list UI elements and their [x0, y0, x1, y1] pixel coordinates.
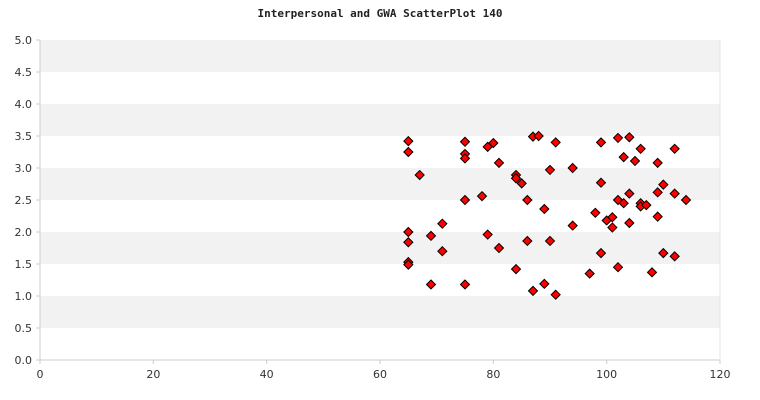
- x-axis-ticks: 0 20 40 60 80 100 120: [37, 360, 731, 381]
- data-point: [522, 235, 533, 247]
- grid-band: [40, 40, 720, 72]
- x-tick-label: 80: [486, 368, 500, 381]
- data-point: [488, 137, 499, 149]
- data-point: [522, 194, 533, 206]
- data-point: [652, 187, 663, 198]
- y-tick-label: 3.0: [15, 162, 33, 175]
- data-point: [493, 242, 505, 254]
- data-point: [595, 137, 607, 148]
- x-tick-label: 60: [373, 368, 387, 381]
- y-tick-label: 1.5: [15, 258, 33, 271]
- data-point: [629, 155, 641, 167]
- data-point: [550, 289, 561, 300]
- data-point: [510, 263, 522, 275]
- data-point: [635, 143, 646, 155]
- data-point: [595, 177, 607, 188]
- data-point: [680, 194, 692, 206]
- data-point: [612, 132, 624, 144]
- y-tick-label: 2.5: [15, 194, 33, 207]
- data-point: [482, 229, 493, 240]
- data-point: [567, 220, 578, 231]
- y-tick-label: 4.0: [15, 98, 33, 111]
- data-point: [403, 146, 414, 158]
- data-point: [533, 130, 544, 142]
- data-point: [403, 259, 414, 270]
- data-point: [493, 157, 505, 169]
- data-point: [669, 143, 680, 155]
- data-point: [403, 135, 414, 147]
- data-point: [539, 203, 550, 215]
- grid-bands: [40, 40, 720, 360]
- data-point: [459, 194, 471, 206]
- data-point: [646, 267, 658, 278]
- y-tick-label: 0.0: [15, 354, 33, 367]
- data-point: [527, 285, 539, 297]
- data-point: [624, 188, 635, 199]
- data-point: [476, 190, 488, 202]
- x-tick-label: 20: [146, 368, 160, 381]
- grid-band: [40, 296, 720, 328]
- data-point: [403, 237, 414, 248]
- data-point: [669, 188, 680, 199]
- data-point: [652, 157, 663, 169]
- grid-band: [40, 104, 720, 136]
- data-point: [550, 137, 561, 148]
- data-point: [669, 251, 680, 262]
- grid-band: [40, 72, 720, 104]
- grid-band: [40, 232, 720, 264]
- grid-band: [40, 264, 720, 296]
- data-point: [607, 212, 618, 223]
- data-point: [641, 199, 652, 211]
- data-point: [595, 247, 607, 259]
- data-point: [403, 226, 414, 238]
- data-point: [459, 136, 471, 147]
- chart-title: Interpersonal and GWA ScatterPlot 140: [257, 7, 502, 20]
- data-points: [403, 130, 692, 300]
- y-tick-label: 1.0: [15, 290, 33, 303]
- data-point: [544, 164, 556, 176]
- data-point: [414, 169, 425, 181]
- data-point: [658, 247, 669, 259]
- data-point: [567, 162, 578, 174]
- grid-band: [40, 136, 720, 168]
- data-point: [459, 279, 471, 290]
- data-point: [437, 245, 448, 257]
- x-tick-label: 0: [37, 368, 44, 381]
- data-point: [544, 235, 556, 247]
- data-point: [459, 153, 471, 164]
- data-point: [516, 178, 527, 189]
- data-point: [618, 151, 629, 163]
- y-tick-label: 0.5: [15, 322, 33, 335]
- data-point: [539, 278, 550, 290]
- grid-band: [40, 328, 720, 360]
- data-point: [652, 211, 663, 222]
- x-tick-label: 40: [260, 368, 274, 381]
- y-tick-label: 5.0: [15, 34, 33, 47]
- data-point: [510, 173, 522, 184]
- data-point: [584, 268, 595, 279]
- data-point: [590, 207, 601, 219]
- data-point: [425, 230, 437, 242]
- data-point: [624, 217, 635, 229]
- y-tick-label: 2.0: [15, 226, 33, 239]
- x-tick-label: 120: [710, 368, 731, 381]
- data-point: [618, 197, 629, 209]
- data-point: [437, 218, 448, 229]
- y-axis-ticks: 0.0 0.5 1.0 1.5 2.0 2.5 3.0 3.5 4.0 4.5 5.0: [15, 34, 40, 367]
- grid-band: [40, 168, 720, 200]
- x-tick-label: 100: [596, 368, 617, 381]
- y-tick-label: 3.5: [15, 130, 33, 143]
- data-point: [607, 222, 618, 233]
- data-point: [658, 179, 669, 190]
- data-point: [624, 132, 635, 143]
- data-point: [612, 261, 624, 273]
- data-point: [425, 279, 437, 290]
- y-tick-label: 4.5: [15, 66, 33, 79]
